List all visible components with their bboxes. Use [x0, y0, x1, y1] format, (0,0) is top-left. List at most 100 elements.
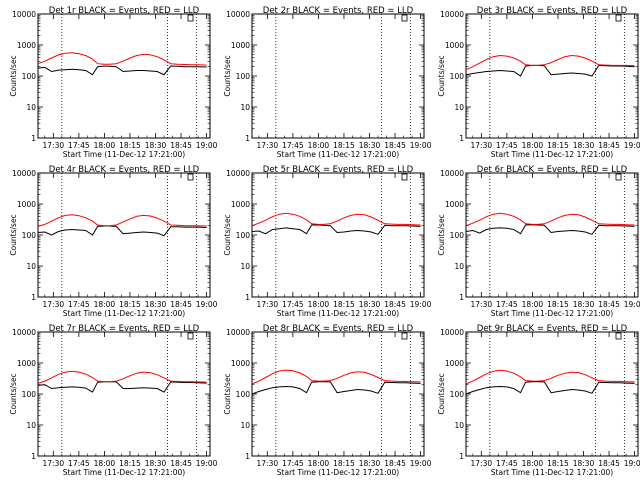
panel-9-ytick-label-4: 10000: [440, 328, 464, 337]
panel-4-xtick-label-3: 18:15: [119, 300, 141, 309]
panel-8-ytick-label-0: 1: [245, 452, 250, 461]
panel-5-ytick-label-4: 10000: [226, 169, 250, 178]
panel-2-xtick-label-1: 17:45: [282, 141, 304, 150]
panel-8-events-series-line: [251, 381, 421, 395]
panel-3-lld-series-line: [465, 54, 635, 71]
panel-6-ytick-label-4: 10000: [440, 169, 464, 178]
panel-7-xlabel: Start Time (11-Dec-12 17:21:00): [63, 468, 185, 477]
panel-1-xtick-label-0: 17:30: [43, 141, 65, 150]
panel-7-title: Det 7r BLACK = Events, RED = LLD: [49, 324, 200, 334]
panel-3-xtick-label-2: 18:00: [522, 141, 544, 150]
panel-4-xtick-label-6: 19:00: [196, 300, 218, 309]
panel-8-ytick-label-4: 10000: [226, 328, 250, 337]
panel-9-xtick-label-4: 18:30: [573, 459, 595, 468]
panel-5-ytick-label-0: 1: [245, 293, 250, 302]
panel-7-plot-frame: [37, 331, 211, 457]
panel-3-ytick-label-1: 10: [454, 103, 464, 112]
panel-2-xlabel: Start Time (11-Dec-12 17:21:00): [277, 150, 399, 159]
panel-8-xlabel: Start Time (11-Dec-12 17:21:00): [277, 468, 399, 477]
panel-4-events-series-line: [37, 225, 207, 237]
panel-9-xtick-label-1: 17:45: [496, 459, 518, 468]
panel-1-plot-frame: [37, 13, 211, 139]
panel-5: Det 5r BLACK = Events, RED = LLD 1 10 100 10…: [223, 165, 432, 318]
panel-2-ytick-label-3: 1000: [231, 41, 250, 50]
panel-4-xtick-label-5: 18:45: [170, 300, 192, 309]
panel-1-xlabel: Start Time (11-Dec-12 17:21:00): [63, 150, 185, 159]
panel-8-corner-marker: [401, 332, 408, 340]
panel-7: Det 7r BLACK = Events, RED = LLD 1 10 100 10…: [9, 324, 218, 477]
panel-3-ytick-label-3: 1000: [445, 41, 464, 50]
panel-6-lld-series-line: [465, 212, 635, 227]
panel-7-ytick-label-2: 100: [22, 390, 37, 399]
panel-3-ytick-label-4: 10000: [440, 10, 464, 19]
panel-8-ytick-label-2: 100: [236, 390, 251, 399]
panel-7-xtick-label-1: 17:45: [68, 459, 90, 468]
panel-4-xtick-label-2: 18:00: [94, 300, 116, 309]
panel-8-plot-frame: [251, 331, 425, 457]
panel-6-ytick-label-3: 1000: [445, 200, 464, 209]
panel-4-title: Det 4r BLACK = Events, RED = LLD: [49, 165, 200, 175]
panel-4-plot-frame: [37, 172, 211, 298]
panel-8-xtick-label-3: 18:15: [333, 459, 355, 468]
panel-3-ylabel: Counts/sec: [437, 55, 446, 96]
panel-8-xtick-label-0: 17:30: [257, 459, 279, 468]
panel-6-xlabel: Start Time (11-Dec-12 17:21:00): [491, 309, 613, 318]
panel-8-ytick-label-1: 10: [240, 421, 250, 430]
panel-6-title: Det 6r BLACK = Events, RED = LLD: [477, 165, 628, 175]
panel-5-xtick-label-5: 18:45: [384, 300, 406, 309]
panel-2-ylabel: Counts/sec: [223, 55, 232, 96]
panel-5-xtick-label-0: 17:30: [257, 300, 279, 309]
panel-5-xtick-label-4: 18:30: [359, 300, 381, 309]
panel-5-events-series-line: [251, 224, 421, 235]
panel-1: Det 1r BLACK = Events, RED = LLD 1 10 100 10…: [9, 6, 218, 159]
panel-6-ytick-label-0: 1: [459, 293, 464, 302]
panel-3-xlabel: Start Time (11-Dec-12 17:21:00): [491, 150, 613, 159]
panel-1-ytick-label-1: 10: [26, 103, 36, 112]
panel-6-xtick-label-6: 19:00: [624, 300, 640, 309]
panel-4-ytick-label-2: 100: [22, 231, 37, 240]
panel-9-lld-series-line: [465, 369, 635, 385]
panel-9-ytick-label-3: 1000: [445, 359, 464, 368]
panel-2-ytick-label-0: 1: [245, 134, 250, 143]
panel-5-xtick-label-1: 17:45: [282, 300, 304, 309]
panel-9-xtick-label-5: 18:45: [598, 459, 620, 468]
panel-4: Det 4r BLACK = Events, RED = LLD 1 10 100 10…: [9, 165, 218, 318]
panel-5-ytick-label-2: 100: [236, 231, 251, 240]
panel-2-title: Det 2r BLACK = Events, RED = LLD: [263, 6, 414, 16]
panel-8-ylabel: Counts/sec: [223, 373, 232, 414]
panel-6-xtick-label-2: 18:00: [522, 300, 544, 309]
panel-4-xtick-label-4: 18:30: [145, 300, 167, 309]
panel-9-ytick-label-2: 100: [450, 390, 465, 399]
panel-9-xtick-label-0: 17:30: [471, 459, 493, 468]
panel-9-events-series-line: [465, 381, 635, 395]
panel-8-xtick-label-1: 17:45: [282, 459, 304, 468]
panel-4-ytick-label-0: 1: [31, 293, 36, 302]
panel-1-ytick-label-3: 1000: [17, 41, 36, 50]
panel-9: Det 9r BLACK = Events, RED = LLD 1 10 100 10…: [437, 324, 640, 477]
panel-2-xtick-label-5: 18:45: [384, 141, 406, 150]
panel-4-corner-marker: [187, 173, 194, 181]
panel-4-xtick-label-1: 17:45: [68, 300, 90, 309]
panel-8-title: Det 8r BLACK = Events, RED = LLD: [263, 324, 414, 334]
panel-8-xtick-label-6: 19:00: [410, 459, 432, 468]
panel-7-xtick-label-5: 18:45: [170, 459, 192, 468]
panel-1-ylabel: Counts/sec: [9, 55, 18, 96]
panel-7-lld-series-line: [37, 370, 207, 384]
panel-6-ylabel: Counts/sec: [437, 214, 446, 255]
panel-6-corner-marker: [615, 173, 622, 181]
panel-9-xlabel: Start Time (11-Dec-12 17:21:00): [491, 468, 613, 477]
panel-6-xtick-label-0: 17:30: [471, 300, 493, 309]
panel-5-ytick-label-3: 1000: [231, 200, 250, 209]
panel-1-xtick-label-6: 19:00: [196, 141, 218, 150]
panel-9-corner-marker: [615, 332, 622, 340]
panel-3-xtick-label-4: 18:30: [573, 141, 595, 150]
panel-2-plot-frame: [251, 13, 425, 139]
panel-1-ytick-label-4: 10000: [12, 10, 36, 19]
panel-4-lld-series-line: [37, 214, 207, 227]
panel-7-ylabel: Counts/sec: [9, 373, 18, 414]
panel-1-xtick-label-4: 18:30: [145, 141, 167, 150]
panel-2-ytick-label-1: 10: [240, 103, 250, 112]
panel-1-lld-series-line: [37, 52, 207, 66]
panel-1-xtick-label-5: 18:45: [170, 141, 192, 150]
